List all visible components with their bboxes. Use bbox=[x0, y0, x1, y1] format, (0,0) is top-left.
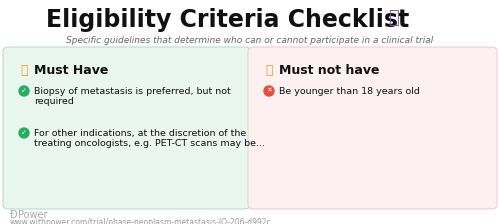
Text: ✓: ✓ bbox=[21, 88, 27, 94]
FancyBboxPatch shape bbox=[248, 47, 497, 209]
Circle shape bbox=[19, 86, 29, 96]
Text: Be younger than 18 years old: Be younger than 18 years old bbox=[279, 87, 420, 96]
Text: ✕: ✕ bbox=[266, 88, 272, 94]
Text: ✓: ✓ bbox=[21, 130, 27, 136]
Text: Eligibility Criteria Checklist: Eligibility Criteria Checklist bbox=[46, 8, 410, 32]
Text: Must Have: Must Have bbox=[34, 64, 108, 77]
Text: Ð: Ð bbox=[10, 210, 18, 220]
Circle shape bbox=[19, 128, 29, 138]
Text: For other indications, at the discretion of the
treating oncologists, e.g. PET-C: For other indications, at the discretion… bbox=[34, 129, 265, 148]
Text: www.withpower.com/trial/phase-neoplasm-metastasis-IO-206-d992c: www.withpower.com/trial/phase-neoplasm-m… bbox=[10, 218, 272, 224]
Text: 👎: 👎 bbox=[265, 64, 272, 77]
Text: Biopsy of metastasis is preferred, but not
required: Biopsy of metastasis is preferred, but n… bbox=[34, 87, 231, 106]
Text: Power: Power bbox=[18, 210, 48, 220]
Circle shape bbox=[264, 86, 274, 96]
Text: 📋: 📋 bbox=[388, 9, 399, 27]
Text: 👍: 👍 bbox=[20, 64, 28, 77]
Text: Must not have: Must not have bbox=[279, 64, 380, 77]
FancyBboxPatch shape bbox=[3, 47, 250, 209]
Text: Specific guidelines that determine who can or cannot participate in a clinical t: Specific guidelines that determine who c… bbox=[66, 36, 434, 45]
